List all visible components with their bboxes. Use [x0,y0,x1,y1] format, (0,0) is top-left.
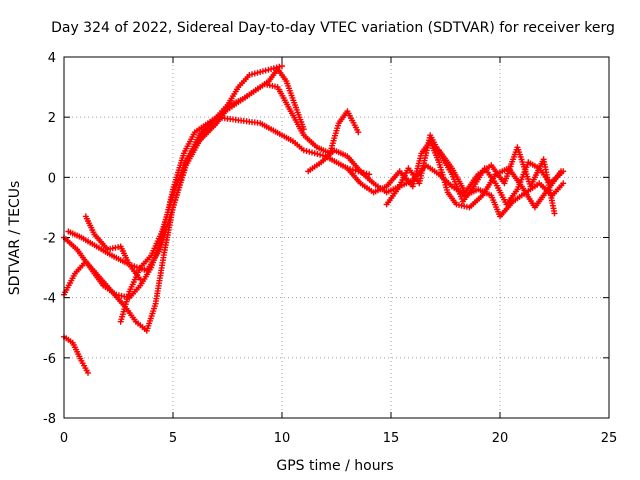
y-tick-label: 4 [48,51,56,66]
x-tick-label: 5 [169,431,177,446]
data-point-marker [279,63,285,69]
series-track-9 [383,132,567,208]
series-layer [61,63,567,376]
grid-layer [64,57,609,418]
x-axis-label: GPS time / hours [276,458,393,474]
data-point-marker [249,71,255,78]
x-tick-label: 15 [383,431,400,446]
x-tick-label: 10 [274,431,291,446]
chart-title: Day 324 of 2022, Sidereal Day-to-day VTE… [51,20,615,36]
series-track-10 [436,144,558,217]
x-tick-label: 20 [492,431,509,446]
data-point-marker [560,168,567,175]
series-track-3 [61,66,307,334]
data-point-marker [85,369,91,376]
series-line [63,116,370,299]
y-tick-label: -2 [43,232,56,247]
data-point-marker [303,148,310,154]
tick-layer: 0 5 10 15 20 25 -8 -6 -4 -2 0 2 4 [43,51,617,446]
series-track-1 [61,114,373,301]
series-track-5 [117,63,285,325]
y-tick-label: -6 [43,352,56,367]
y-axis-label: SDTVAR / TECUs [7,181,23,296]
x-tick-label: 0 [60,431,68,446]
series-track-6 [82,213,144,283]
y-tick-label: -8 [43,412,56,427]
series-track-4 [61,333,91,376]
data-point-marker [137,276,144,283]
y-tick-label: -4 [43,292,56,307]
data-point-marker [270,65,277,72]
plot-frame [63,56,610,419]
data-point-marker [355,129,362,136]
series-line [120,65,283,322]
y-tick-label: 2 [48,111,56,126]
data-point-marker [560,180,567,187]
series-line [68,83,359,272]
x-tick-label: 25 [601,431,618,446]
series-line [63,68,305,332]
data-point-marker [551,210,558,217]
data-point-marker [300,126,307,133]
y-tick-label: 0 [48,171,56,186]
